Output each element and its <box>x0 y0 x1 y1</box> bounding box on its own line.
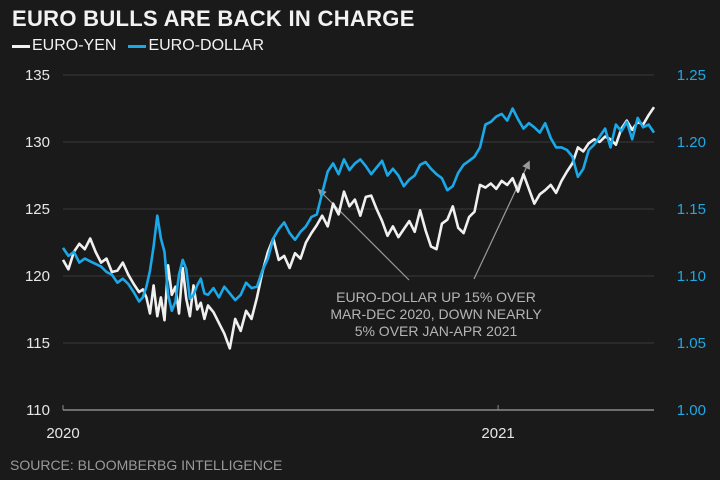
chart-title: EURO BULLS ARE BACK IN CHARGE <box>12 6 415 31</box>
legend-label-euro-dollar: EURO-DOLLAR <box>148 37 265 54</box>
series-lines <box>61 106 656 350</box>
x-tick-label: 2020 <box>46 425 79 442</box>
left-tick-label: 115 <box>26 335 50 352</box>
legend: EURO-YEN EURO-DOLLAR <box>12 37 264 55</box>
right-tick-label: 1.10 <box>677 268 706 285</box>
right-tick-label: 1.25 <box>677 67 706 84</box>
left-tick-label: 110 <box>26 402 50 419</box>
legend-swatch-euro-dollar <box>128 44 147 48</box>
left-tick-label: 125 <box>25 201 50 218</box>
legend-item-euro-dollar: EURO-DOLLAR <box>128 37 264 55</box>
annotation-line-3: 5% OVER JAN-APR 2021 <box>355 323 518 339</box>
x-tick-label: 2021 <box>481 425 514 442</box>
source-note: SOURCE: BLOOMBERBG INTELLIGENCE <box>10 457 283 473</box>
right-tick-label: 1.05 <box>677 335 706 352</box>
annotation-line-1: EURO-DOLLAR UP 15% OVER <box>336 289 536 305</box>
annotation: EURO-DOLLAR UP 15% OVER MAR-DEC 2020, DO… <box>330 289 542 339</box>
legend-swatch-euro-yen <box>12 44 30 48</box>
left-tick-label: 135 <box>25 67 50 84</box>
legend-item-euro-yen: EURO-YEN <box>12 37 116 55</box>
axis-ticks: 110 115 120 125 130 135 1.00 1.05 1.10 1.15 1.20 1.… <box>25 67 706 442</box>
right-tick-label: 1.20 <box>677 134 706 151</box>
series-line-euro-yen <box>61 106 656 350</box>
left-tick-label: 120 <box>25 268 50 285</box>
grid <box>62 74 654 411</box>
right-tick-label: 1.00 <box>677 402 706 419</box>
series-line-euro-dollar <box>61 107 656 313</box>
right-tick-label: 1.15 <box>677 201 706 218</box>
annotation-line-2: MAR-DEC 2020, DOWN NEARLY <box>330 306 542 322</box>
left-tick-label: 130 <box>25 134 50 151</box>
legend-label-euro-yen: EURO-YEN <box>32 37 117 54</box>
